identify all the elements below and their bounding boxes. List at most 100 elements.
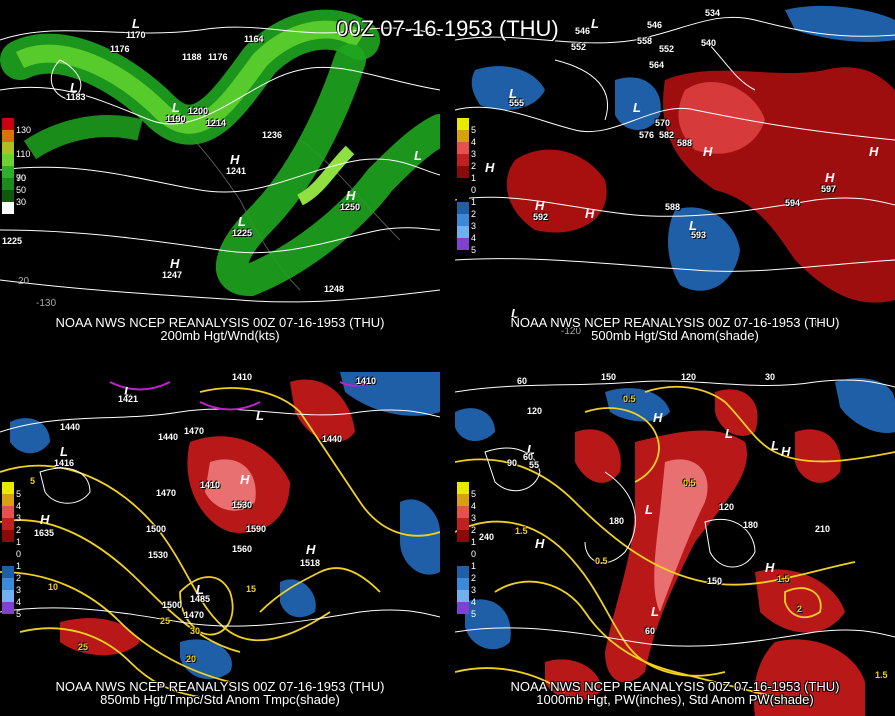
low-marker: L [60, 444, 68, 459]
contour-label: 1485 [190, 594, 211, 604]
contour-label: 120 [681, 372, 697, 382]
low-marker: L [124, 384, 132, 399]
high-marker: H [40, 512, 50, 527]
contour-label: 1530 [148, 550, 169, 560]
high-marker: H [170, 256, 180, 271]
contour-label: 1410 [232, 372, 253, 382]
colorbar-850mb [2, 482, 14, 614]
high-marker: H [535, 536, 545, 551]
contour-label: 1635 [34, 528, 55, 538]
contour-label: 1560 [232, 544, 253, 554]
low-marker: L [414, 148, 422, 163]
contour-label: 555 [509, 98, 525, 108]
contour-label: 1241 [226, 166, 247, 176]
high-marker: H [653, 410, 663, 425]
contour-label: 210 [815, 524, 831, 534]
contour-label: 1440 [322, 434, 343, 444]
lon-axis-label: -130 [36, 298, 57, 309]
lon-axis-label: -120 [561, 326, 582, 337]
contour-label: 588 [677, 138, 693, 148]
contour-label: 552 [571, 42, 587, 52]
low-marker: L [132, 16, 140, 31]
high-marker: H [703, 144, 713, 159]
map-1000mb [455, 378, 895, 716]
contour-label: 1500 [146, 524, 167, 534]
contour-label: 1518 [300, 558, 321, 568]
contour-label: 20 [186, 654, 197, 664]
low-marker: L [256, 408, 264, 423]
contour-label: 1.5 [515, 526, 528, 536]
contour-label: 594 [785, 198, 801, 208]
contour-label: 180 [609, 516, 625, 526]
low-marker: L [645, 502, 653, 517]
contour-label: 0.5 [595, 556, 608, 566]
lat-axis-label: 20 [18, 276, 30, 287]
contour-label: 150 [707, 576, 723, 586]
contour-label: 0.5 [683, 478, 696, 488]
contour-label: 25 [78, 642, 89, 652]
panel-subtitle: 850mb Hgt/Tmpc/Std Anom Tmpc(shade) [100, 692, 340, 707]
map-500mb [455, 5, 895, 303]
contour-label: 1440 [158, 432, 179, 442]
map-850mb [0, 372, 440, 698]
contour-label: 1247 [162, 270, 183, 280]
low-marker: L [651, 604, 659, 619]
contour-label: 1250 [340, 202, 361, 212]
contour-label: 1.5 [777, 574, 790, 584]
contour-label: 90 [507, 458, 518, 468]
contour-label: 0.5 [623, 394, 636, 404]
low-marker: L [509, 86, 517, 101]
contour-label: 546 [575, 26, 591, 36]
low-marker: L [771, 438, 779, 453]
contour-label: 1190 [166, 114, 186, 124]
contour-label: 60 [645, 626, 656, 636]
contour-label: 2 [797, 604, 803, 614]
high-marker: H [485, 160, 495, 175]
high-marker: H [585, 206, 595, 221]
contour-label: 1410 [200, 480, 221, 490]
contour-label: 534 [705, 8, 721, 18]
contour-label: 593 [691, 230, 707, 240]
contour-label: 552 [659, 44, 675, 54]
colorbar-1000mb [457, 482, 469, 614]
contour-label: 15 [246, 584, 257, 594]
contour-label: 1500 [162, 600, 183, 610]
contour-label: 1183 [66, 92, 86, 102]
contour-label: 1.5 [875, 670, 888, 680]
colorbar-500mb [457, 118, 469, 250]
low-marker: L [196, 582, 204, 597]
high-marker: H [306, 542, 316, 557]
low-marker: L [172, 100, 180, 115]
contour-label: 540 [701, 38, 717, 48]
contour-label: 5 [30, 476, 36, 486]
contour-label: 1421 [118, 394, 139, 404]
contour-label: 1176 [110, 44, 130, 54]
contour-label: 576 [639, 130, 655, 140]
high-marker: H [869, 144, 879, 159]
contour-label: 546 [647, 20, 663, 30]
contour-label: 1470 [184, 610, 205, 620]
contour-label: 1440 [60, 422, 81, 432]
contour-label: 180 [743, 520, 759, 530]
contour-label: 1170 [126, 30, 146, 40]
contour-label: 558 [637, 36, 653, 46]
map-200mb [0, 9, 440, 303]
contour-label: 588 [665, 202, 681, 212]
contour-label: 564 [649, 60, 665, 70]
contour-label: 60 [523, 452, 534, 462]
high-marker: H [765, 560, 775, 575]
lon-axis-label: -80 [811, 318, 826, 329]
contour-label: 1225 [2, 236, 23, 246]
low-marker: L [725, 426, 733, 441]
contour-label: 1236 [262, 130, 283, 140]
low-marker: L [238, 214, 246, 229]
low-marker: L [591, 16, 599, 31]
high-marker: H [346, 188, 356, 203]
contour-label: 1188 [182, 52, 202, 62]
contour-label: 10 [48, 582, 59, 592]
panel-title: NOAA NWS NCEP REANALYSIS 00Z 07-16-1953 … [510, 315, 840, 330]
colorbar-labels-200mb: 130 110 90 [16, 125, 32, 183]
